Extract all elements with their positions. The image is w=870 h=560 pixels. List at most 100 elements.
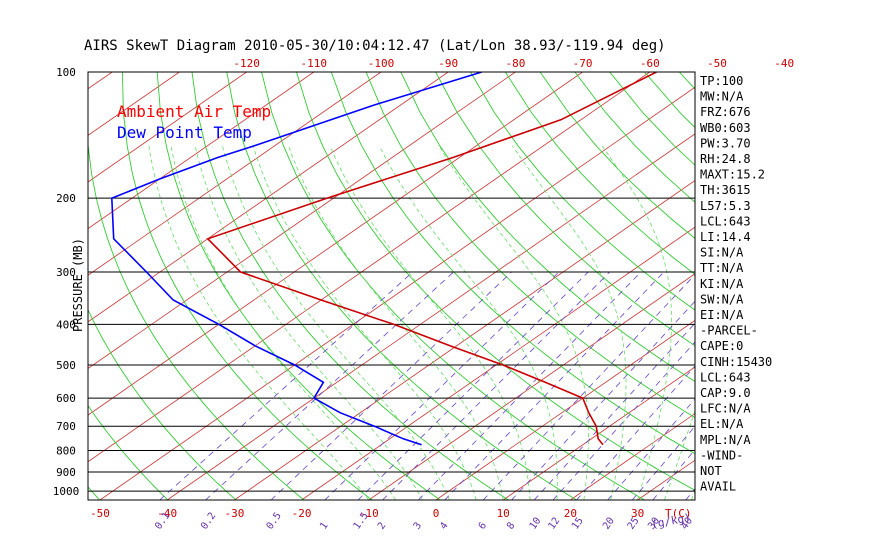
mixing-ratio-line	[205, 271, 454, 500]
top-temp-tick-label: -90	[438, 57, 458, 70]
dry-adiabat-line	[88, 72, 305, 500]
index-label: TP:100	[700, 74, 743, 88]
dewpoint-temp-line	[110, 72, 483, 446]
index-label: FRZ:676	[700, 105, 751, 119]
mixing-ratio-tick-label: 0.2	[199, 511, 218, 532]
isotherm-line	[88, 72, 382, 276]
index-label: SW:N/A	[700, 292, 744, 306]
mixing-ratio-line	[382, 271, 610, 500]
moist-adiabat-line	[252, 145, 477, 500]
mixing-ratio-tick-label: 12	[546, 516, 562, 532]
chart-title: AIRS SkewT Diagram 2010-05-30/10:04:12.4…	[84, 38, 666, 54]
isotherm-line	[88, 72, 651, 463]
top-temp-tick-label: -80	[505, 57, 525, 70]
dry-adiabat-line	[330, 72, 695, 455]
pressure-tick-label: 200	[56, 192, 76, 205]
mixing-ratio-tick-label: 0.5	[265, 511, 284, 532]
legend-ambient: Ambient Air Temp	[117, 102, 271, 121]
isotherm-line	[88, 72, 516, 369]
isotherm-line	[570, 413, 695, 500]
index-label: CINH:15430	[700, 355, 772, 369]
mixing-ratio-tick-label: 1	[318, 520, 330, 531]
index-label: EL:N/A	[700, 417, 744, 431]
dry-adiabat-line	[88, 404, 169, 500]
moist-adiabat-line	[170, 145, 397, 500]
isotherm-line	[0, 72, 45, 500]
top-temp-tick-label: -40	[774, 57, 794, 70]
dry-adiabat-line	[365, 72, 695, 419]
index-label: L57:5.3	[700, 199, 751, 213]
mixing-ratio-line	[357, 271, 589, 500]
isotherm-line	[88, 72, 315, 230]
moist-adiabat-line	[288, 145, 504, 500]
mixing-ratio-line	[482, 274, 695, 500]
index-label: LCL:643	[700, 370, 751, 384]
dry-adiabat-line	[504, 72, 695, 275]
pressure-tick-label: 100	[56, 66, 76, 79]
index-label: SI:N/A	[700, 246, 744, 260]
mixing-ratio-tick-label: 8	[505, 520, 517, 531]
bottom-temp-tick-label: 30	[631, 507, 644, 520]
dry-adiabat-line	[261, 72, 645, 500]
moist-adiabat-line	[601, 145, 673, 500]
mixing-ratio-tick-label: 10	[528, 516, 544, 532]
isotherm-line	[166, 133, 695, 500]
mixing-ratio-tick-label: 20	[601, 516, 617, 532]
pressure-tick-label: 600	[56, 392, 76, 405]
isotherm-line	[772, 72, 870, 500]
pressure-tick-label: 800	[56, 445, 76, 458]
index-label: LCL:643	[700, 214, 751, 228]
top-temp-tick-label: -100	[368, 57, 395, 70]
index-label: TT:N/A	[700, 261, 744, 275]
pressure-tick-label: 300	[56, 266, 76, 279]
index-label: MPL:N/A	[700, 433, 751, 447]
pressure-tick-label: 500	[56, 359, 76, 372]
dry-adiabat-line	[853, 72, 870, 500]
mixing-ratio-line	[159, 271, 414, 500]
mixing-ratio-line	[533, 322, 695, 500]
top-temp-tick-label: -110	[301, 57, 328, 70]
mixing-ratio-line	[418, 271, 642, 500]
pressure-tick-label: 1000	[53, 485, 80, 498]
dry-adiabat-line	[156, 72, 441, 500]
index-label: RH:24.8	[700, 152, 751, 166]
isotherm-line	[88, 72, 113, 90]
bottom-temp-tick-label: -50	[90, 507, 110, 520]
mixing-ratio-line	[632, 425, 695, 500]
plot-frame	[87, 71, 696, 501]
isotherm-line	[301, 226, 695, 500]
bottom-temp-tick-label: -40	[157, 507, 177, 520]
index-label: TH:3615	[700, 183, 751, 197]
dry-adiabat-line	[88, 308, 237, 500]
moist-adiabat-line	[378, 145, 558, 500]
moist-adiabat-line	[221, 145, 450, 500]
mixing-ratio-tick-label: 6	[477, 520, 489, 531]
bottom-temp-tick-label: -30	[224, 507, 244, 520]
bottom-temp-tick-label: 0	[433, 507, 440, 520]
isotherm-line	[368, 273, 695, 500]
ambient-temp-line	[206, 72, 657, 446]
dry-adiabat-line	[400, 72, 695, 383]
index-label: EI:N/A	[700, 308, 744, 322]
legend-dewpoint: Dew Point Temp	[117, 123, 252, 142]
pressure-tick-label: 900	[56, 466, 76, 479]
index-label: -WIND-	[700, 448, 743, 462]
pressure-tick-label: 400	[56, 318, 76, 331]
index-label: MW:N/A	[700, 90, 744, 104]
dry-adiabat-line	[121, 72, 373, 500]
dry-adiabat-line	[226, 72, 577, 500]
index-label: AVAIL	[700, 480, 736, 494]
top-temp-tick-label: -70	[573, 57, 593, 70]
bottom-temp-tick-label: 10	[497, 507, 510, 520]
dry-adiabat-line	[819, 72, 870, 500]
index-label: NOT	[700, 464, 722, 478]
index-label: -PARCEL-	[700, 324, 758, 338]
moist-adiabat-line	[438, 145, 589, 500]
index-label: CAP:9.0	[700, 386, 751, 400]
mixing-ratio-line	[652, 449, 695, 500]
isotherm-line	[637, 459, 695, 500]
top-temp-tick-label: -50	[707, 57, 727, 70]
index-label: KI:N/A	[700, 277, 744, 291]
